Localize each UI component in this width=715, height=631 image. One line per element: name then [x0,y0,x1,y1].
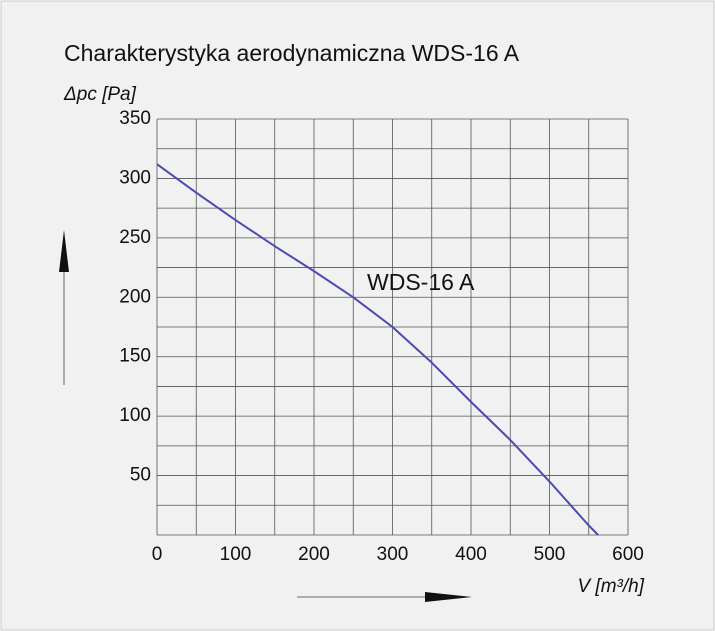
y-tick-label: 300 [119,167,151,188]
x-arrow-head [425,592,472,602]
x-tick-label: 0 [152,544,163,565]
y-tick-label: 150 [119,346,151,367]
y-tick-label: 250 [119,227,151,248]
y-tick-label: 50 [130,465,151,486]
annotation: WDS-16 A [367,269,475,295]
y-tick-label: 350 [119,108,151,129]
y-tick-label: 200 [119,286,151,307]
chart-title: Charakterystyka aerodynamiczna WDS-16 A [64,40,520,66]
x-tick-label: 500 [534,544,566,565]
y-axis-label: Δpc [Pa] [63,84,137,105]
x-tick-label: 200 [298,544,330,565]
x-tick-label: 300 [377,544,409,565]
y-arrow-head [59,230,69,272]
x-tick-label: 100 [220,544,252,565]
x-tick-label: 600 [612,544,644,565]
y-tick-label: 100 [119,405,151,426]
line [156,163,599,536]
x-axis-label: V [m³/h] [577,576,644,597]
x-tick-label: 400 [455,544,487,565]
